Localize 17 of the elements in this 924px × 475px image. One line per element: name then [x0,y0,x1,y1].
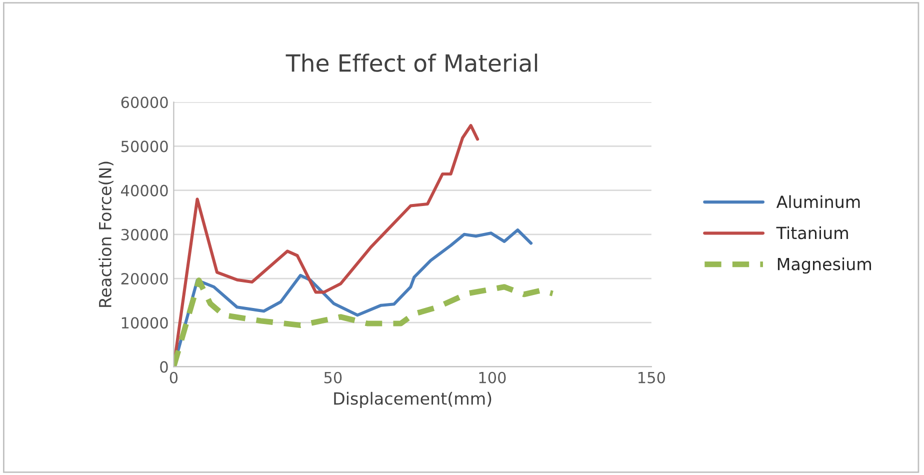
x-tick-label: 0 [170,372,178,384]
chart-title: The Effect of Material [286,54,538,72]
y-tick-label: 60000 [121,96,168,108]
x-axis-title: Displacement(mm) [334,392,492,408]
y-axis-title: Reaction Force(N) [98,162,114,307]
x-tick-label: 150 [638,372,665,384]
y-tick-label: 0 [160,361,168,373]
y-tick-label: 30000 [121,228,168,240]
legend-label: Magnesium [778,257,871,274]
x-tick-label: 100 [479,372,506,384]
legend-label: Aluminum [776,195,860,208]
y-tick-label: 10000 [122,317,168,329]
x-tick-label: 50 [324,372,342,384]
y-tick-label: 50000 [121,140,168,152]
legend-label: Titanium [776,226,848,240]
y-tick-label: 40000 [120,184,168,196]
y-tick-label: 20000 [121,272,168,285]
